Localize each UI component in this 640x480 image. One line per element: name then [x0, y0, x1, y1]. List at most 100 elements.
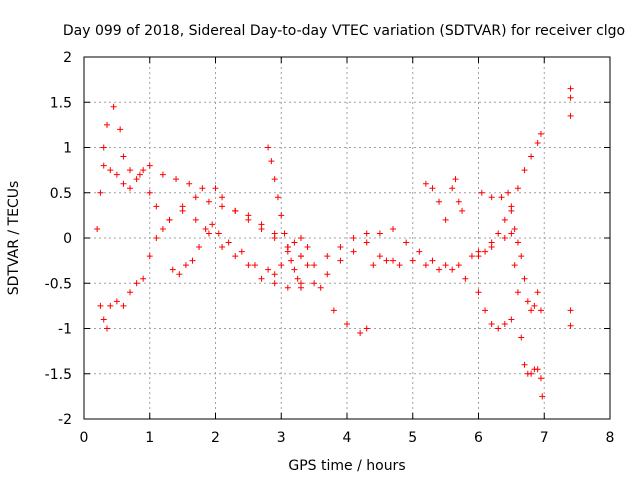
- series-track-a: [94, 103, 397, 291]
- y-tick-label: 2: [63, 50, 72, 66]
- data-point: [232, 253, 239, 260]
- data-point: [501, 216, 508, 223]
- data-point: [537, 130, 544, 137]
- data-point: [511, 225, 518, 232]
- data-point: [205, 198, 212, 205]
- data-point: [113, 171, 120, 178]
- data-point: [278, 262, 285, 269]
- data-point: [452, 176, 459, 183]
- data-point: [271, 271, 278, 278]
- series-track-l: [567, 85, 574, 329]
- data-point: [475, 289, 482, 296]
- data-point: [390, 257, 397, 264]
- series-track-b: [100, 162, 370, 269]
- grid-lines: [84, 57, 610, 419]
- data-point: [539, 393, 546, 400]
- data-point: [120, 302, 127, 309]
- x-tick-label: 2: [211, 430, 220, 446]
- data-point: [159, 225, 166, 232]
- data-point: [409, 257, 416, 264]
- data-point: [153, 235, 160, 241]
- data-point: [146, 253, 153, 260]
- y-tick-label: 1: [63, 141, 72, 157]
- data-point: [514, 185, 521, 192]
- data-point: [284, 244, 291, 251]
- data-point: [265, 266, 272, 273]
- data-point: [100, 144, 107, 151]
- data-point: [271, 230, 278, 237]
- x-tick-label: 0: [80, 430, 89, 446]
- data-point: [337, 257, 344, 264]
- data-point: [514, 239, 521, 246]
- data-point: [501, 235, 508, 241]
- data-point: [311, 262, 318, 269]
- data-point: [324, 271, 331, 278]
- data-point: [317, 284, 324, 291]
- data-point: [238, 248, 245, 255]
- data-point: [205, 230, 212, 237]
- data-point: [505, 189, 512, 196]
- data-point: [271, 176, 278, 183]
- data-point: [403, 239, 410, 246]
- data-point: [521, 361, 528, 368]
- data-point: [182, 262, 189, 269]
- data-point: [567, 322, 574, 329]
- data-point: [274, 194, 281, 201]
- y-tick-label: 1.5: [50, 95, 72, 111]
- data-point: [442, 262, 449, 269]
- data-point: [104, 121, 111, 128]
- data-point: [146, 162, 153, 169]
- data-point: [521, 167, 528, 174]
- data-point: [363, 239, 370, 246]
- data-point: [488, 320, 495, 327]
- data-point: [518, 334, 525, 341]
- data-point: [324, 253, 331, 260]
- data-point: [475, 253, 482, 260]
- data-point: [498, 194, 505, 201]
- data-point: [199, 185, 206, 192]
- data-point: [104, 325, 111, 332]
- data-point: [363, 230, 370, 237]
- data-point: [462, 275, 469, 282]
- data-point: [567, 94, 574, 101]
- data-point: [344, 320, 350, 327]
- data-point: [196, 244, 203, 251]
- data-point: [518, 253, 525, 260]
- data-point: [567, 85, 574, 92]
- series-track-g: [376, 230, 515, 269]
- data-point: [294, 275, 301, 282]
- data-point: [186, 180, 193, 187]
- y-tick-label: 0.5: [50, 186, 72, 202]
- data-point: [127, 289, 134, 296]
- data-point: [376, 253, 383, 260]
- x-tick-label: 4: [343, 430, 352, 446]
- data-point: [192, 194, 199, 201]
- data-point: [495, 325, 502, 332]
- data-point: [376, 230, 383, 237]
- data-point: [429, 257, 436, 264]
- data-point: [189, 257, 196, 264]
- series-track-j: [475, 130, 544, 260]
- y-axis-label: SDTVAR / TECUs: [6, 181, 22, 296]
- data-point: [202, 225, 209, 232]
- data-point: [337, 244, 344, 251]
- data-point: [514, 289, 521, 296]
- data-point: [528, 370, 535, 377]
- data-point: [357, 330, 364, 337]
- data-point: [534, 366, 541, 373]
- series-track-e: [265, 144, 304, 287]
- data-point: [537, 375, 544, 382]
- data-point: [363, 325, 370, 332]
- series-track-i: [478, 189, 544, 314]
- data-point: [390, 225, 397, 232]
- axis-ticks: 0 1 2 3 4 5 6 7 8 -2 -1.5 -1 -0.5 0 0.5 1 1.5 2: [45, 50, 615, 446]
- data-point: [100, 162, 107, 169]
- data-point: [291, 266, 298, 273]
- data-point: [265, 144, 272, 151]
- y-tick-label: -1: [58, 322, 72, 338]
- series-track-h: [422, 176, 466, 223]
- data-point: [442, 216, 449, 223]
- data-point: [284, 284, 291, 291]
- data-point: [488, 194, 495, 201]
- data-point: [304, 244, 311, 251]
